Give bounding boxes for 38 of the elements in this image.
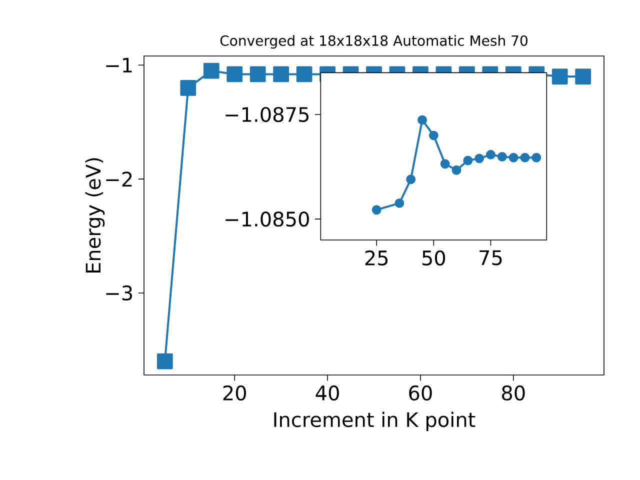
chart-title: Converged at 18x18x18 Automatic Mesh 70 bbox=[220, 35, 528, 49]
x-tick-label: 75 bbox=[480, 250, 502, 266]
point bbox=[296, 66, 312, 82]
point bbox=[486, 150, 496, 160]
point bbox=[575, 68, 592, 84]
x-tick-label: 25 bbox=[365, 250, 388, 266]
y-tick-label: −1.0850 bbox=[226, 212, 309, 227]
point bbox=[520, 152, 530, 162]
point bbox=[180, 80, 196, 96]
point bbox=[372, 205, 382, 215]
point bbox=[428, 130, 438, 140]
point bbox=[508, 152, 518, 162]
x-tick-label: 40 bbox=[316, 385, 339, 401]
x-tick-label: 20 bbox=[223, 385, 246, 401]
y-tick-label: −3 bbox=[106, 285, 132, 301]
y-tick-label: −1.0875 bbox=[226, 106, 309, 122]
point bbox=[156, 353, 173, 370]
y-axis-title: Energy (eV) bbox=[85, 158, 105, 273]
point bbox=[440, 159, 450, 169]
point bbox=[418, 115, 427, 125]
point bbox=[250, 66, 266, 82]
y-tick-label: −1 bbox=[106, 58, 132, 72]
x-tick-label: 50 bbox=[422, 250, 446, 266]
x-tick-label: 80 bbox=[502, 385, 525, 401]
point bbox=[203, 62, 220, 79]
point bbox=[532, 152, 542, 162]
point bbox=[273, 66, 289, 82]
point bbox=[452, 165, 462, 175]
point bbox=[394, 198, 404, 208]
point bbox=[226, 66, 243, 82]
y-tick-label: −2 bbox=[106, 172, 132, 186]
x-axis-title: Increment in K point bbox=[274, 412, 476, 432]
point bbox=[552, 68, 568, 84]
point bbox=[474, 154, 484, 164]
point bbox=[463, 156, 473, 166]
point bbox=[497, 152, 507, 162]
point bbox=[406, 174, 416, 184]
x-tick-label: 60 bbox=[409, 385, 432, 401]
